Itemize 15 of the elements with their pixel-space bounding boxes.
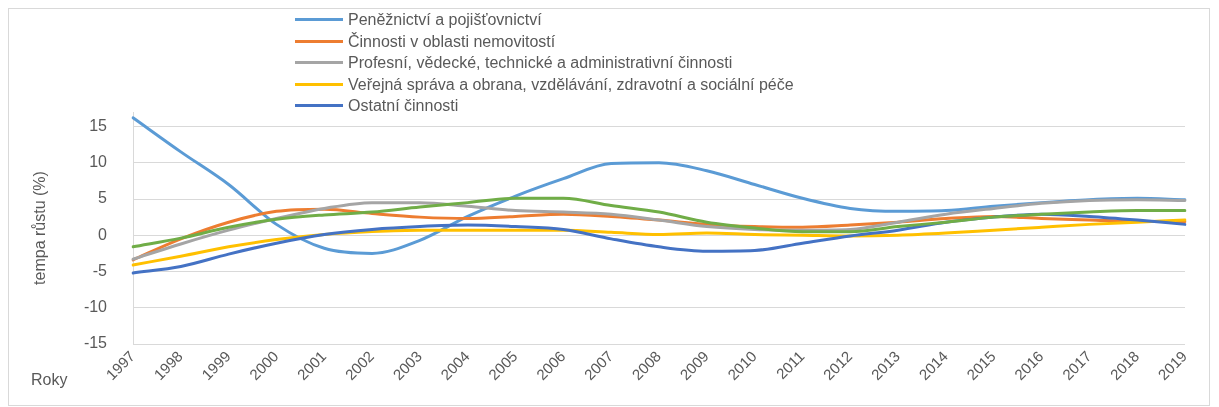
legend-label: Ostatní činnosti (348, 96, 459, 116)
legend-label: Činnosti v oblasti nemovitostí (348, 31, 556, 52)
legend-label: Peněžnictví a pojišťovnictví (348, 10, 542, 30)
legend-label: Profesní, vědecké, technické a administrativní činnosti (348, 53, 733, 73)
x-axis-title: Roky (31, 371, 68, 389)
y-tick-label: 0 (98, 225, 108, 243)
y-tick-label: -10 (83, 298, 108, 316)
line-series (131, 196, 1187, 249)
legend-label: Veřejná správa a obrana, vzdělávání, zdravotní a sociální péče (348, 74, 794, 95)
y-tick-label: 15 (89, 116, 108, 134)
y-tick-label: -15 (83, 334, 108, 352)
y-tick-label: 10 (89, 153, 108, 171)
y-tick-label: -5 (92, 261, 108, 279)
y-axis-title: tempa růstu (%) (31, 171, 49, 285)
y-tick-label: 5 (98, 189, 108, 207)
